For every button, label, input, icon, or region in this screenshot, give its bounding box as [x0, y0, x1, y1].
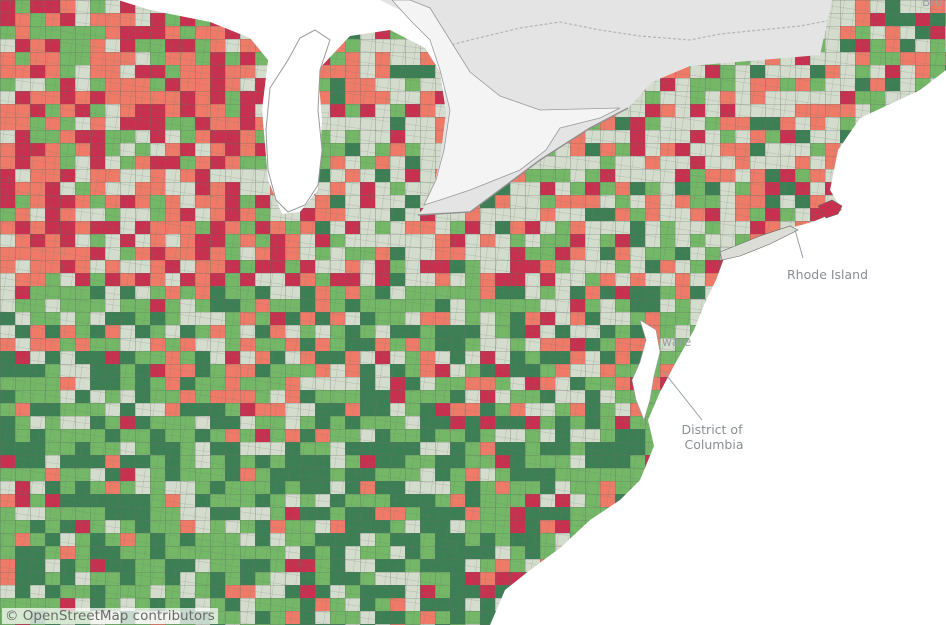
- lake-erie-outline: [417, 107, 629, 216]
- rhode-island-callout-line: [794, 229, 804, 259]
- chesapeake-bay: [631, 319, 661, 421]
- delaware-partial-label: ware: [662, 335, 691, 349]
- district-of-columbia-line-1: District of: [682, 422, 744, 437]
- map-attribution: © OpenStreetMap contributors: [2, 608, 218, 624]
- rhode-island-label: Rhode Island: [787, 267, 868, 282]
- brunswick-partial-label: Bru: [922, 0, 943, 9]
- cape-cod: [817, 199, 843, 219]
- long-island: [719, 225, 799, 261]
- district-of-columbia-line-2: Columbia: [684, 437, 743, 452]
- lake-huron: [391, 0, 621, 206]
- district-of-columbia-label: District of Columbia: [682, 422, 747, 452]
- lake-michigan: [265, 29, 331, 213]
- dc-callout-line: [663, 371, 703, 421]
